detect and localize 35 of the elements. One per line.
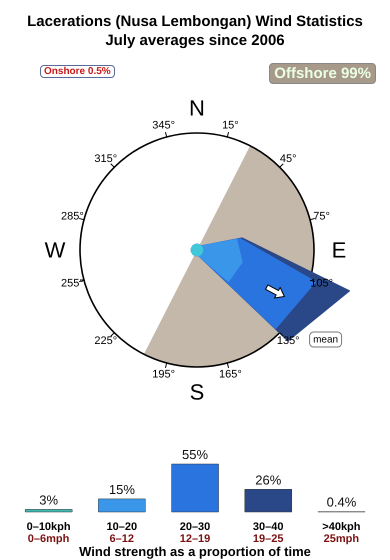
spoke-label: 75° xyxy=(313,210,330,223)
chart-subtitle: July averages since 2006 xyxy=(104,31,286,50)
spoke-label: 315° xyxy=(94,152,118,165)
spoke-label: 195° xyxy=(152,368,175,381)
spoke-label: 45° xyxy=(280,152,297,165)
data-label: 15% xyxy=(108,482,136,497)
spoke-label: 285° xyxy=(61,210,84,223)
spoke-label: 345° xyxy=(152,119,175,132)
x-tick-label: 0–10kph 0–6mph xyxy=(26,521,71,545)
text: mean xyxy=(313,334,338,346)
spoke-label: 225° xyxy=(94,335,118,348)
text: S xyxy=(190,380,204,404)
x-tick-label: 20–30 12–19 xyxy=(180,521,210,545)
spoke-label: 135° xyxy=(276,335,300,348)
bar xyxy=(98,498,146,512)
text: Offshore 99% xyxy=(269,63,376,84)
text: Onshore 0.5% xyxy=(40,65,115,78)
bar xyxy=(171,464,219,512)
x-axis-title: Wind strength as a proportion of time xyxy=(78,544,312,559)
bar xyxy=(24,509,72,512)
data-label: 0.4% xyxy=(326,494,357,510)
x-tick-label: 30–40 19–25 xyxy=(252,521,284,545)
chart-title: Lacerations (Nusa Lembongan) Wind Statistics xyxy=(26,12,364,31)
data-label: 55% xyxy=(182,447,209,462)
x-tick-label: 10–20 6–12 xyxy=(106,521,138,545)
x-tick-label: >40kph 25mph xyxy=(322,521,361,545)
text: N xyxy=(189,96,205,120)
spoke-label: 165° xyxy=(219,368,242,381)
spoke-label: 15° xyxy=(222,119,239,132)
text: E xyxy=(332,238,346,262)
text: W xyxy=(44,238,66,262)
data-label: 3% xyxy=(39,492,59,508)
spoke-label: 255° xyxy=(61,277,84,290)
data-label: 26% xyxy=(255,472,282,488)
bar xyxy=(244,489,292,512)
